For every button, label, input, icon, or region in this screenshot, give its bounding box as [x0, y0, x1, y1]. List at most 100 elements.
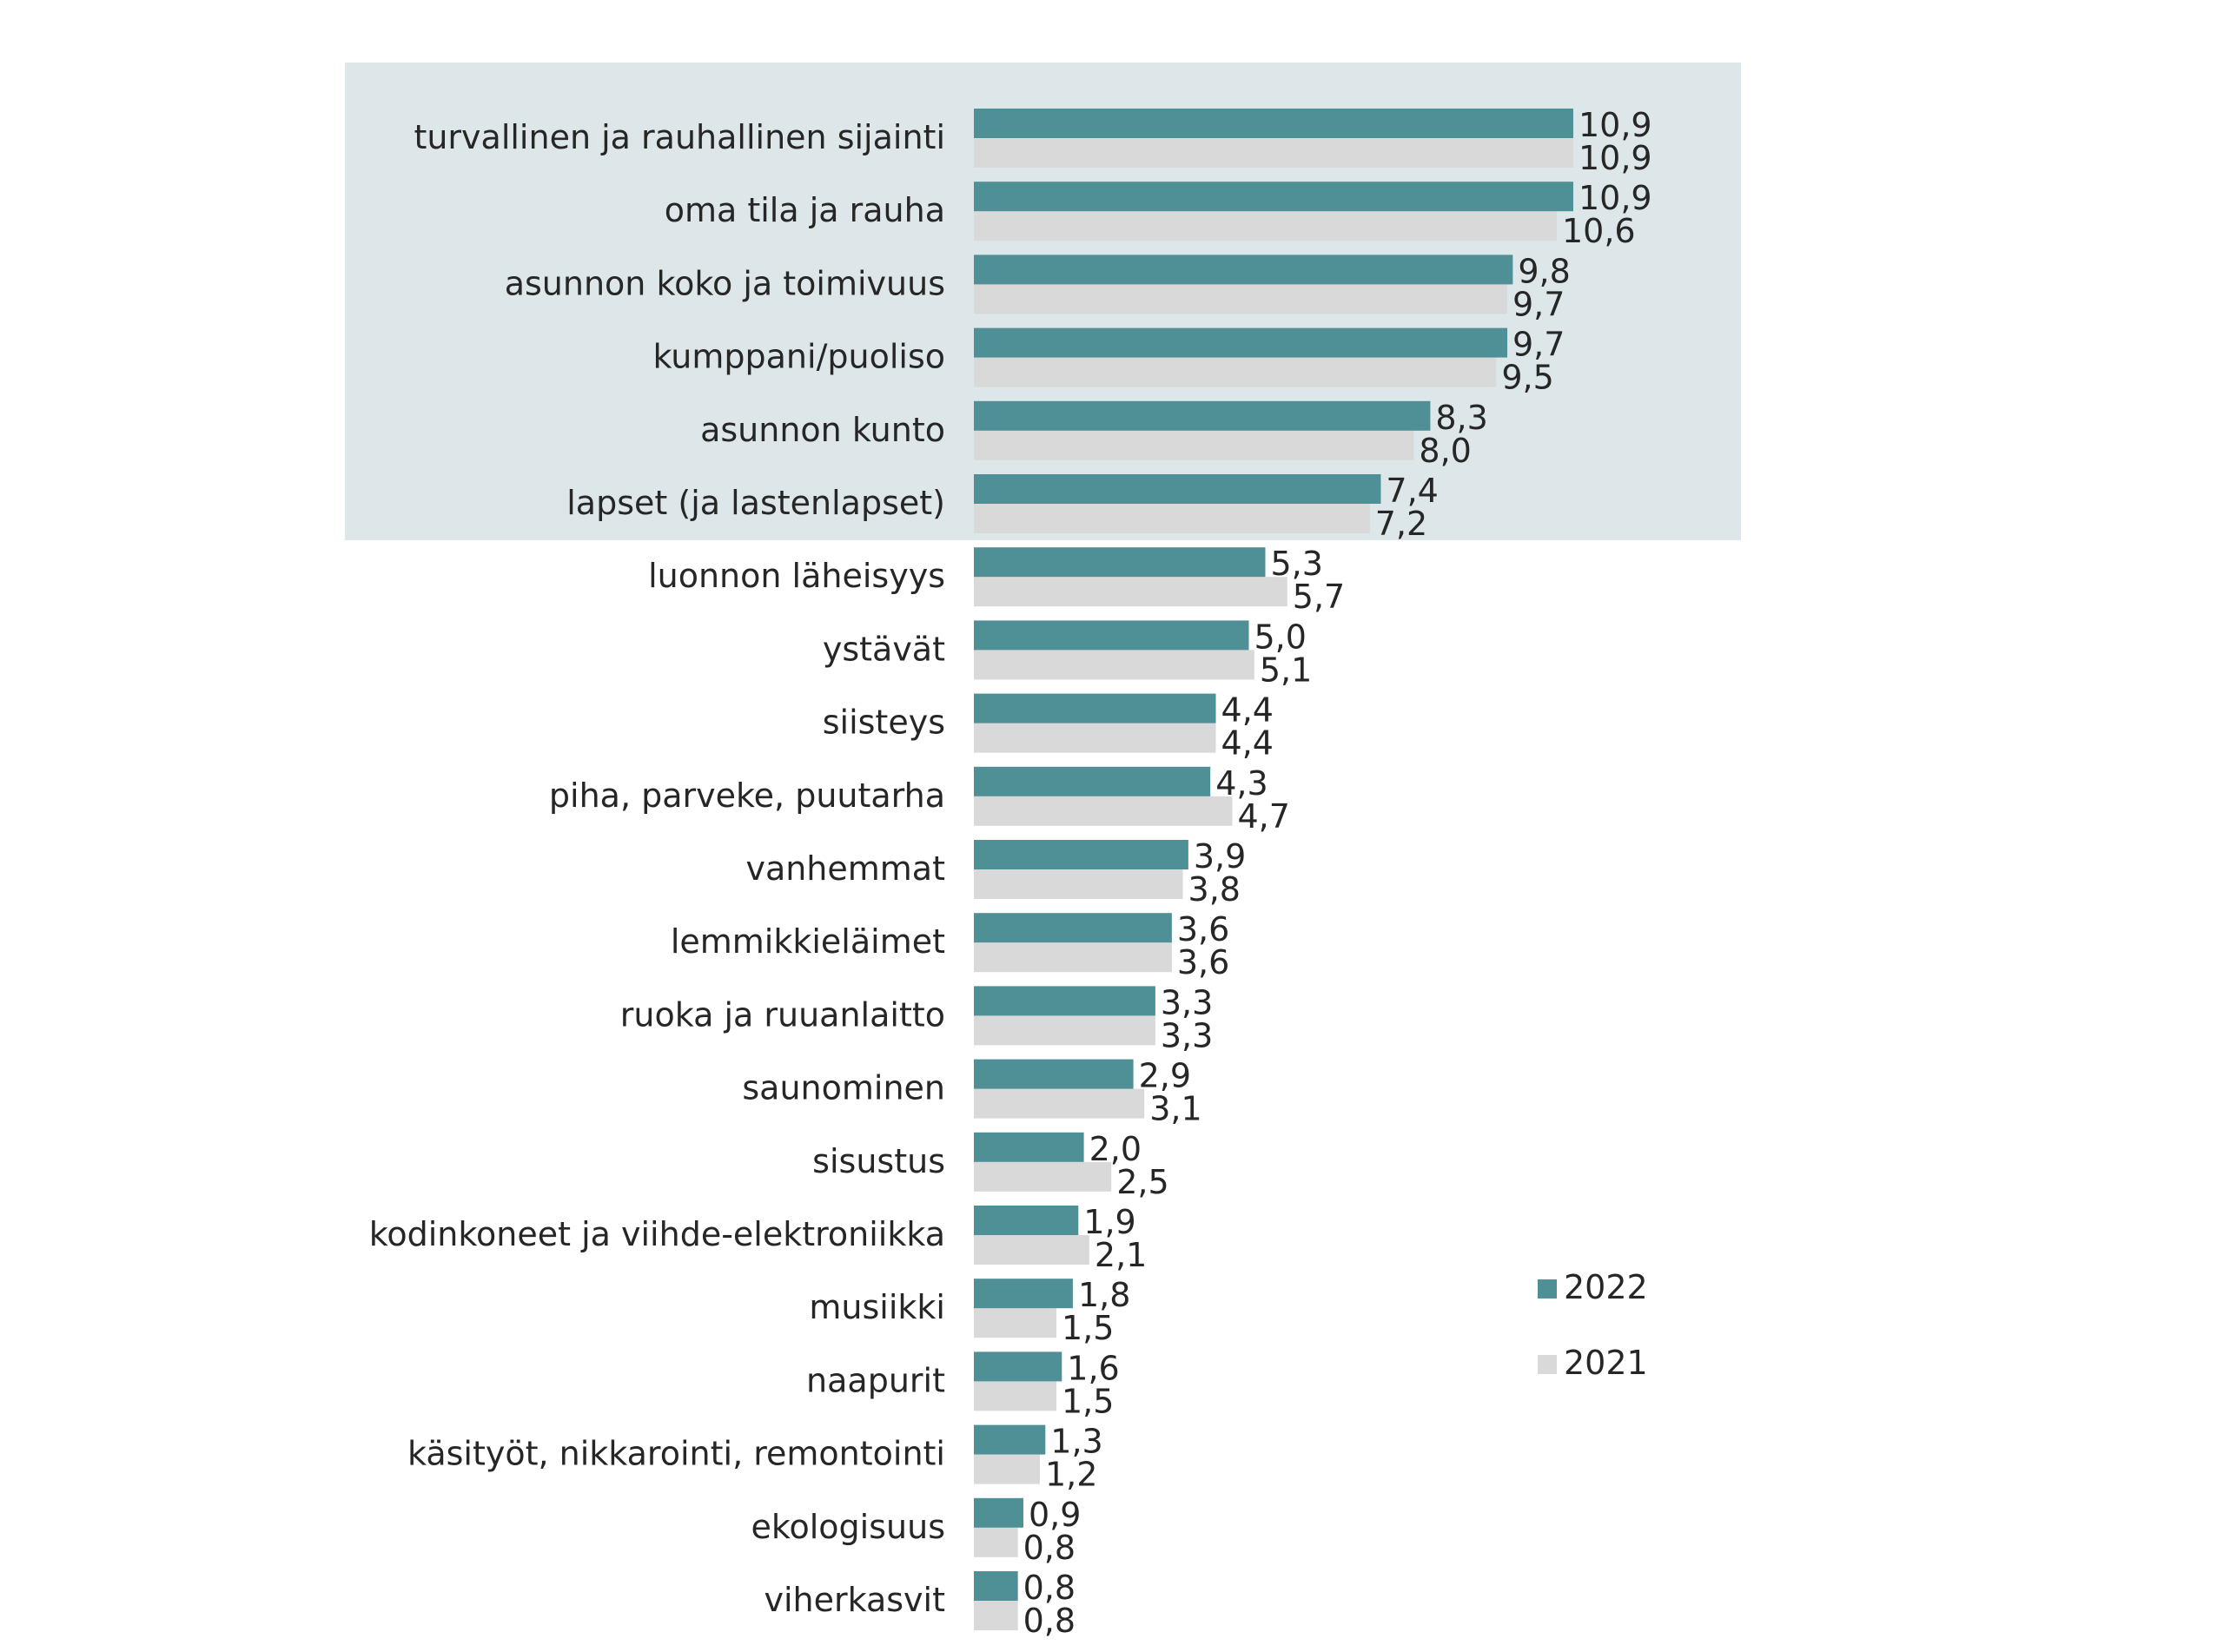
bar-2021 [974, 1161, 1112, 1192]
category-label: kumppani/puoliso [652, 338, 945, 376]
data-label-2022: 9,7 [1512, 326, 1565, 364]
category-label: ruoka ja ruuanlaitto [620, 995, 945, 1034]
bar-2022 [974, 620, 1249, 651]
data-label-2021: 3,8 [1188, 870, 1241, 909]
bar-2022 [974, 1497, 1023, 1528]
legend-label-2022: 2022 [1564, 1268, 1648, 1306]
data-label-2021: 5,1 [1260, 651, 1312, 689]
data-label-2022: 1,3 [1050, 1423, 1102, 1461]
data-label-2021: 0,8 [1023, 1602, 1076, 1640]
data-label-2021: 3,3 [1161, 1016, 1213, 1054]
bar-2022 [974, 474, 1381, 504]
data-label-2021: 0,8 [1023, 1529, 1076, 1567]
bar-2022 [974, 1059, 1134, 1089]
legend-label-2021: 2021 [1564, 1344, 1648, 1382]
bar-2022 [974, 109, 1573, 138]
category-label: kodinkoneet ja viihde-elektroniikka [369, 1215, 945, 1253]
bar-2021 [974, 1381, 1056, 1411]
bar-2021 [974, 1454, 1040, 1484]
bar-2022 [974, 1206, 1079, 1235]
bar-2021 [974, 869, 1183, 899]
bar-2022 [974, 1424, 1046, 1455]
data-label-2022: 2,0 [1089, 1130, 1142, 1168]
category-label: oma tila ja rauha [665, 191, 945, 229]
bar-2022 [974, 693, 1216, 724]
bar-2021 [974, 284, 1508, 314]
bar-2021 [974, 1308, 1056, 1338]
bar-2021 [974, 942, 1172, 973]
bar-2021 [974, 430, 1414, 460]
category-label: vanhemmat [745, 849, 945, 888]
bar-2021 [974, 650, 1254, 680]
data-label-2022: 3,9 [1194, 837, 1246, 876]
bar-2022 [974, 1132, 1084, 1162]
data-label-2022: 10,9 [1579, 179, 1652, 217]
data-label-2021: 9,5 [1501, 359, 1553, 397]
bar-2022 [974, 547, 1266, 578]
bar-2022 [974, 400, 1431, 431]
category-label: asunnon koko ja toimivuus [505, 264, 945, 302]
bar-2021 [974, 1015, 1155, 1046]
category-label: piha, parveke, puutarha [549, 776, 945, 815]
data-label-2022: 0,9 [1029, 1496, 1081, 1534]
data-label-2021: 5,7 [1293, 578, 1345, 616]
bar-2021 [974, 211, 1557, 241]
category-label: naapurit [806, 1361, 945, 1399]
category-label: ekologisuus [751, 1508, 945, 1546]
bar-2021 [974, 1235, 1089, 1265]
data-label-2022: 8,3 [1435, 399, 1487, 437]
data-label-2022: 5,0 [1254, 618, 1307, 656]
data-label-2021: 8,0 [1419, 432, 1471, 470]
bar-2022 [974, 1571, 1018, 1601]
data-label-2021: 2,1 [1095, 1236, 1147, 1274]
bar-2021 [974, 138, 1573, 168]
data-label-2021: 1,5 [1062, 1382, 1114, 1420]
category-label: lemmikkieläimet [671, 922, 945, 961]
legend-swatch-2022 [1538, 1279, 1557, 1298]
bar-2021 [974, 796, 1233, 826]
category-label: siisteys [823, 704, 945, 742]
category-label: asunnon kunto [700, 411, 945, 449]
category-label: viherkasvit [764, 1581, 946, 1619]
data-label-2021: 3,6 [1177, 943, 1229, 981]
bar-2022 [974, 766, 1211, 796]
bar-2022 [974, 182, 1573, 212]
data-label-2022: 3,3 [1161, 983, 1213, 1021]
bar-2021 [974, 504, 1370, 533]
bar-2021 [974, 1601, 1018, 1630]
data-label-2022: 9,8 [1518, 252, 1570, 290]
legend-swatch-2021 [1538, 1355, 1557, 1374]
data-label-2022: 0,8 [1023, 1569, 1076, 1607]
data-label-2021: 7,2 [1375, 505, 1427, 543]
bar-2021 [974, 1088, 1145, 1119]
data-label-2022: 1,6 [1067, 1349, 1119, 1387]
data-label-2021: 4,4 [1221, 724, 1274, 763]
data-label-2021: 1,2 [1045, 1456, 1097, 1494]
data-label-2021: 10,9 [1579, 139, 1652, 177]
category-label: sisustus [812, 1142, 945, 1180]
bar-2021 [974, 723, 1216, 753]
data-label-2021: 9,7 [1512, 285, 1565, 323]
category-label: musiikki [809, 1288, 945, 1326]
category-label: käsityöt, nikkarointi, remontointi [407, 1435, 945, 1473]
bar-2022 [974, 1351, 1062, 1382]
data-label-2021: 4,7 [1238, 797, 1290, 836]
data-label-2022: 7,4 [1386, 472, 1438, 510]
data-label-2022: 10,9 [1579, 106, 1652, 144]
bar-2022 [974, 840, 1188, 869]
data-label-2022: 4,4 [1221, 691, 1274, 730]
category-label: lapset (ja lastenlapset) [566, 484, 945, 522]
data-label-2021: 1,5 [1062, 1309, 1114, 1347]
bar-2022 [974, 1279, 1073, 1309]
bar-2022 [974, 913, 1172, 943]
bar-2021 [974, 357, 1497, 387]
data-label-2022: 5,3 [1270, 545, 1322, 583]
bar-2022 [974, 254, 1513, 285]
data-label-2022: 1,8 [1078, 1276, 1130, 1314]
category-label: saunominen [742, 1069, 945, 1107]
data-label-2021: 10,6 [1562, 212, 1636, 250]
data-label-2022: 3,6 [1177, 910, 1229, 948]
bar-2022 [974, 327, 1508, 358]
